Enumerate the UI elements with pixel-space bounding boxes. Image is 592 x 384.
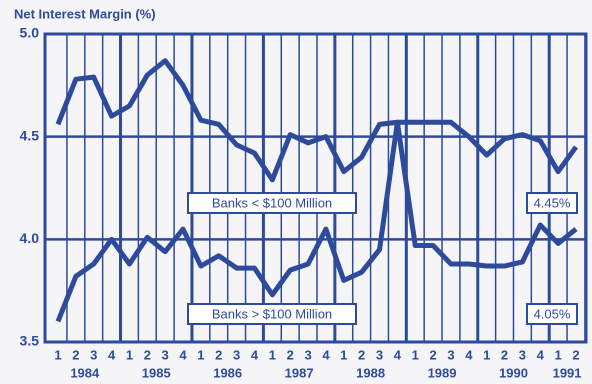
year-label: 1990: [499, 365, 528, 380]
x-tick-label: 2: [358, 347, 365, 362]
y-tick-label: 4.0: [20, 230, 40, 246]
x-tick-label: 4: [179, 347, 187, 362]
x-tick-label: 2: [215, 347, 222, 362]
x-tick-label: 3: [519, 347, 526, 362]
x-tick-label: 3: [90, 347, 97, 362]
year-label: 1987: [285, 365, 314, 380]
y-tick-label: 4.5: [20, 127, 40, 143]
x-tick-label: 3: [304, 347, 311, 362]
x-tick-label: 1: [269, 347, 276, 362]
end-label-box: [526, 192, 578, 214]
x-tick-label: 2: [287, 347, 294, 362]
x-tick-label: 2: [429, 347, 436, 362]
x-tick-label: 1: [412, 347, 419, 362]
year-label: 1991: [553, 365, 582, 380]
x-tick-label: 4: [108, 347, 116, 362]
legend-label: Banks > $100 Million: [212, 306, 332, 321]
x-tick-label: 2: [144, 347, 151, 362]
year-label: 1985: [142, 365, 171, 380]
x-tick-label: 4: [537, 347, 545, 362]
legend-box: [187, 192, 357, 214]
y-tick-label: 5.0: [20, 25, 40, 41]
x-tick-label: 2: [501, 347, 508, 362]
end-label: 4.45%: [534, 195, 571, 210]
x-tick-label: 4: [465, 347, 473, 362]
x-tick-label: 1: [54, 347, 61, 362]
plot-area: [43, 32, 588, 344]
year-label: 1986: [213, 365, 242, 380]
chart-title: Net Interest Margin (%): [14, 6, 156, 21]
x-tick-label: 3: [233, 347, 240, 362]
x-tick-label: 1: [126, 347, 133, 362]
x-tick-label: 1: [483, 347, 490, 362]
end-label: 4.05%: [534, 306, 571, 321]
x-tick-label: 1: [555, 347, 562, 362]
x-tick-label: 3: [376, 347, 383, 362]
legend-box: [187, 303, 357, 325]
series-line: [55, 119, 578, 323]
year-label: 1988: [356, 365, 385, 380]
x-tick-label: 3: [447, 347, 454, 362]
x-tick-label: 2: [572, 347, 579, 362]
x-tick-label: 1: [340, 347, 347, 362]
x-tick-label: 4: [251, 347, 259, 362]
year-label: 1989: [428, 365, 457, 380]
x-tick-label: 2: [72, 347, 79, 362]
series-line: [55, 58, 579, 183]
end-label-box: [526, 303, 578, 325]
year-label: 1984: [70, 365, 100, 380]
legend-label: Banks < $100 Million: [212, 195, 332, 210]
x-tick-label: 1: [197, 347, 204, 362]
x-tick-label: 4: [322, 347, 330, 362]
x-tick-label: 3: [162, 347, 169, 362]
x-tick-label: 4: [394, 347, 402, 362]
y-tick-label: 3.5: [20, 333, 40, 349]
